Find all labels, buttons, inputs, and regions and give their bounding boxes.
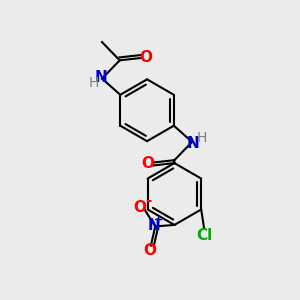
Text: O: O bbox=[143, 243, 156, 258]
Text: O: O bbox=[142, 156, 155, 171]
Text: N: N bbox=[95, 70, 108, 85]
Text: +: + bbox=[154, 215, 164, 225]
Text: N: N bbox=[147, 218, 160, 233]
Text: Cl: Cl bbox=[196, 228, 213, 243]
Text: O: O bbox=[140, 50, 152, 65]
Text: H: H bbox=[88, 76, 99, 90]
Text: H: H bbox=[196, 131, 207, 146]
Text: O: O bbox=[133, 200, 146, 215]
Text: N: N bbox=[186, 136, 199, 151]
Text: -: - bbox=[145, 193, 151, 208]
